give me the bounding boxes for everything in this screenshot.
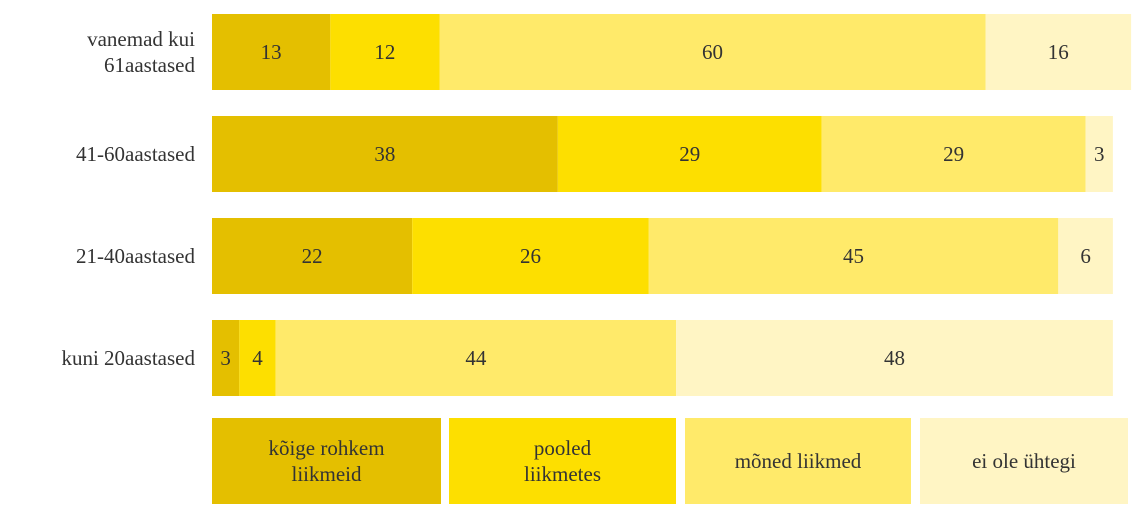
value-label: 13 — [261, 40, 282, 64]
value-label: 16 — [1048, 40, 1069, 64]
legend-label: pooled liikmetes — [524, 436, 601, 486]
legend-item: kõige rohkem liikmeid — [212, 418, 441, 504]
value-label: 45 — [843, 244, 864, 268]
bar-segment — [212, 218, 413, 294]
bar-segment — [212, 14, 331, 90]
value-label: 3 — [1094, 142, 1105, 166]
value-label: 48 — [884, 346, 905, 370]
bar-segment — [557, 116, 822, 192]
legend-label: kõige rohkem liikmeid — [268, 436, 385, 486]
value-label: 12 — [374, 40, 395, 64]
category-label: vanemad kui 61aastased — [87, 27, 195, 77]
value-label: 6 — [1080, 244, 1091, 268]
legend-item: mõned liikmed — [685, 418, 911, 504]
bar-segment — [239, 320, 276, 396]
value-label: 60 — [702, 40, 723, 64]
value-label: 26 — [520, 244, 541, 268]
value-label: 3 — [220, 346, 231, 370]
legend-item: ei ole ühtegi — [920, 418, 1128, 504]
value-label: 22 — [302, 244, 323, 268]
category-label: 41-60aastased — [76, 142, 195, 166]
value-label: 29 — [679, 142, 700, 166]
bar-segment — [412, 218, 649, 294]
bar-segment — [648, 218, 1059, 294]
bar-segment — [212, 320, 240, 396]
value-label: 4 — [252, 346, 263, 370]
value-label: 29 — [943, 142, 964, 166]
legend-label: mõned liikmed — [734, 449, 862, 473]
bar-segment — [676, 320, 1113, 396]
legend-item: pooled liikmetes — [449, 418, 676, 504]
bar-segment — [985, 14, 1132, 90]
bar-segment — [212, 116, 558, 192]
bar-segment — [1085, 116, 1113, 192]
bar-segment — [275, 320, 677, 396]
value-label: 44 — [465, 346, 487, 370]
bar-segment — [1058, 218, 1113, 294]
legend-label: ei ole ühtegi — [972, 449, 1076, 473]
category-label: kuni 20aastased — [61, 346, 195, 370]
category-label: 21-40aastased — [76, 244, 195, 268]
bar-segment — [330, 14, 440, 90]
value-label: 38 — [374, 142, 395, 166]
bar-segment — [439, 14, 986, 90]
bar-segment — [821, 116, 1086, 192]
